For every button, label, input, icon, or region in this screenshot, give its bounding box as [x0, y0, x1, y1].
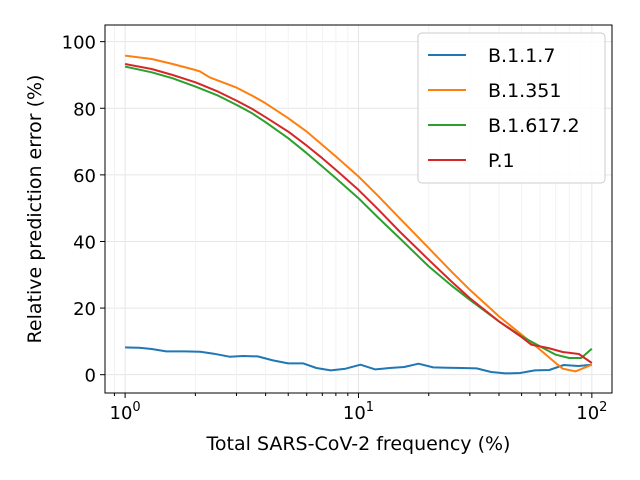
y-tick-label: 0	[85, 366, 96, 387]
x-tick-label: 100	[110, 400, 141, 424]
legend-box	[417, 32, 606, 184]
y-tick-label: 100	[62, 33, 96, 54]
y-axis-label: Relative prediction error (%)	[24, 75, 46, 344]
grid	[105, 25, 612, 393]
legend-label: B.1.617.2	[488, 115, 580, 137]
series-line-B.1.1.7	[125, 346, 592, 375]
y-tick-label: 20	[73, 299, 96, 320]
y-tick-label: 60	[73, 166, 96, 187]
legend: B.1.1.7 B.1.351 B.1.617.2 P.1	[417, 32, 606, 184]
series-lines	[124, 54, 593, 375]
series-line-P.1	[124, 63, 593, 364]
legend-label: B.1.351	[488, 80, 561, 102]
y-tick-label: 40	[73, 232, 96, 253]
x-axis-label: Total SARS-CoV-2 frequency (%)	[206, 433, 511, 455]
axis-ticks: 0 20 40 60 80 100 100 101 102	[62, 33, 608, 424]
legend-label: P.1	[488, 150, 515, 172]
x-tick-label: 102	[576, 400, 607, 424]
legend-label: B.1.1.7	[488, 45, 555, 67]
x-tick-label: 101	[343, 400, 374, 424]
y-tick-label: 80	[73, 99, 96, 120]
